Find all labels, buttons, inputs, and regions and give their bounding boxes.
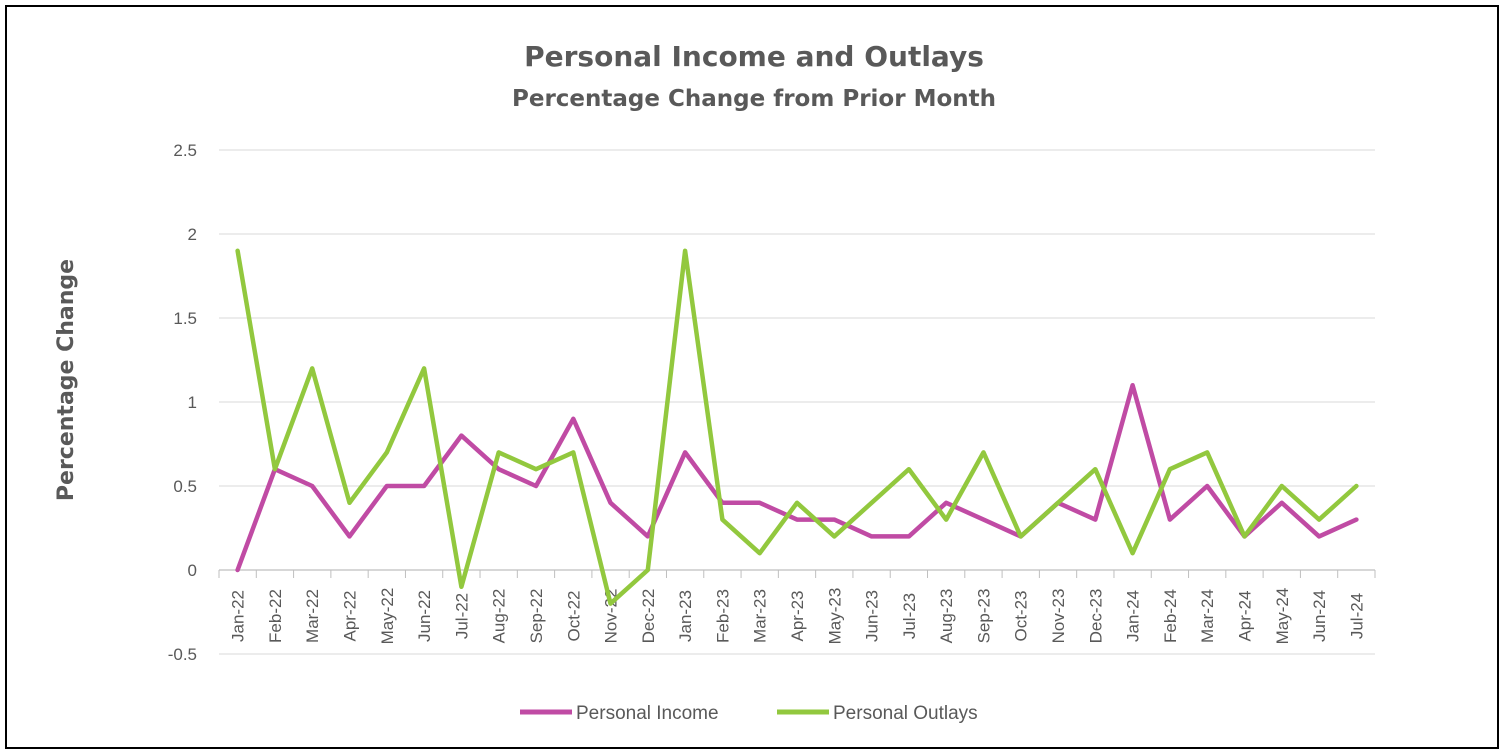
x-tick-label: Apr-22 [341, 590, 360, 641]
y-axis-label: Percentage Change [54, 259, 79, 501]
x-tick-label: Sep-23 [974, 589, 993, 644]
x-tick-label: Jun-24 [1310, 590, 1329, 642]
x-tick-label: Mar-22 [303, 589, 322, 643]
y-axis-ticks: 2.5 2 1.5 1 0.5 0 -0.5 [168, 141, 197, 664]
chart-subtitle: Percentage Change from Prior Month [512, 86, 996, 112]
y-tick-label: 0 [188, 561, 197, 580]
x-tick-label: Jan-22 [229, 590, 248, 642]
x-tick-label: Feb-24 [1161, 589, 1180, 643]
x-tick-label: Apr-24 [1235, 590, 1254, 641]
x-tick-label: Oct-23 [1012, 590, 1031, 641]
legend-label: Personal Income [576, 703, 719, 724]
y-tick-label: 2.5 [173, 141, 197, 160]
legend-label: Personal Outlays [833, 703, 978, 724]
chart-title: Personal Income and Outlays [524, 40, 984, 73]
x-tick-label: Jan-24 [1124, 590, 1143, 642]
x-tick-label: Feb-22 [266, 589, 285, 643]
x-tick-label: Jun-23 [863, 590, 882, 642]
legend: Personal Income Personal Outlays [520, 703, 978, 724]
x-tick-label: Jun-22 [415, 590, 434, 642]
x-tick-label: Oct-22 [564, 590, 583, 641]
x-tick-label: Dec-22 [639, 589, 658, 644]
x-tick-label: May-22 [378, 588, 397, 645]
x-tick-label: Jul-24 [1347, 593, 1366, 639]
y-tick-label: 2 [188, 225, 197, 244]
x-tick-label: May-24 [1273, 588, 1292, 645]
x-tick-label: Sep-22 [527, 589, 546, 644]
y-tick-label: -0.5 [168, 645, 197, 664]
x-tick-label: Jul-22 [452, 593, 471, 639]
gridlines [219, 149, 1375, 655]
x-tick-label: Aug-23 [937, 589, 956, 644]
y-tick-label: 1.5 [173, 309, 197, 328]
x-tick-label: Feb-23 [713, 589, 732, 643]
series-line-personal-income [235, 382, 1359, 573]
x-tick-label: Aug-22 [490, 589, 509, 644]
x-tick-label: Mar-23 [751, 589, 770, 643]
series-line-personal-outlays [235, 248, 1359, 606]
y-tick-label: 1 [188, 393, 197, 412]
x-tick-label: Jul-23 [900, 593, 919, 639]
x-tick-label: Jan-23 [676, 590, 695, 642]
series-lines [235, 248, 1359, 606]
x-axis: Jan-22 Feb-22 Mar-22 Apr-22 May-22 Jun-22 Jul-… [218, 569, 1376, 645]
x-tick-label: Dec-23 [1086, 589, 1105, 644]
x-tick-label: Nov-22 [602, 589, 621, 644]
x-tick-label: Mar-24 [1198, 589, 1217, 643]
y-tick-label: 0.5 [173, 477, 197, 496]
x-tick-label: May-23 [825, 588, 844, 645]
chart-frame [5, 5, 1499, 749]
x-tick-label: Nov-23 [1049, 589, 1068, 644]
x-tick-label: Apr-23 [788, 590, 807, 641]
